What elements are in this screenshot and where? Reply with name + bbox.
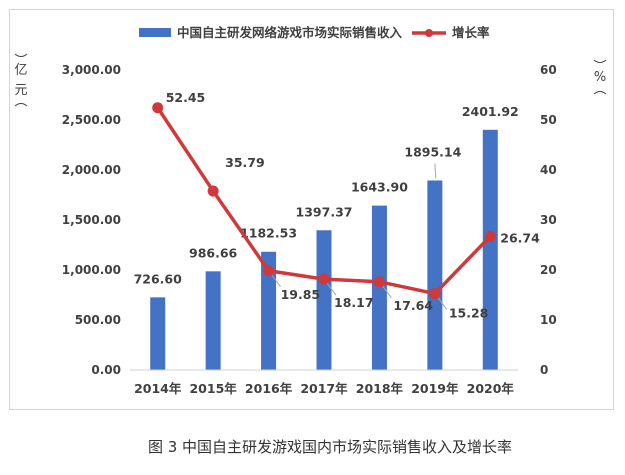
bar-data-label: 1397.37 <box>296 204 353 219</box>
leader-line-bar-2019 <box>434 163 437 179</box>
right-tick-label: 10 <box>540 313 557 327</box>
leader-line-rate <box>271 274 281 288</box>
figure-caption: 图 3 中国自主研发游戏国内市场实际销售收入及增长率 <box>148 438 512 456</box>
left-tick-label: 2,000.00 <box>62 163 121 177</box>
leader-lines <box>271 163 448 310</box>
x-tick-label: 2018年 <box>356 381 404 396</box>
growth-rate-point <box>152 102 164 114</box>
left-tick-label: 500.00 <box>75 313 121 327</box>
bar-data-label: 1643.90 <box>351 180 408 195</box>
left-tick-label: 1,500.00 <box>62 213 121 227</box>
line-data-label: 19.85 <box>281 287 321 302</box>
bar <box>205 271 221 370</box>
line-data-label: 26.74 <box>500 230 540 245</box>
x-axis-ticks: 2014年 2015年 2016年 2017年 2018年 2019年 2020年 <box>134 381 514 396</box>
growth-rate-point <box>373 276 385 288</box>
x-tick-label: 2014年 <box>134 381 182 396</box>
bar-data-label: 986.66 <box>189 245 238 260</box>
line-data-label: 17.64 <box>393 298 433 313</box>
bar-data-label: 726.60 <box>134 271 183 286</box>
growth-rate-point <box>429 288 441 300</box>
right-unit-paren-close <box>593 91 607 95</box>
x-tick-label: 2016年 <box>245 381 293 396</box>
legend: 中国自主研发网络游戏市场实际销售收入 增长率 <box>139 25 490 40</box>
growth-rate-point <box>484 230 496 242</box>
left-unit-char-0: 亿 <box>14 63 27 78</box>
right-unit-paren-open <box>593 59 607 63</box>
growth-rate-point <box>207 185 219 197</box>
bar <box>316 230 332 370</box>
left-unit-paren-open <box>14 53 28 57</box>
leader-line-rate <box>382 285 392 299</box>
growth-rate-point <box>263 265 275 277</box>
x-tick-label: 2015年 <box>189 381 237 396</box>
bar-data-label: 2401.92 <box>462 104 519 119</box>
line-data-label: 52.45 <box>166 90 206 105</box>
right-tick-label: 40 <box>540 163 557 177</box>
bar-data-label: 1895.14 <box>404 144 461 159</box>
left-tick-label: 1,000.00 <box>62 263 121 277</box>
line-data-label: 18.17 <box>334 295 374 310</box>
right-unit-char-0: % <box>594 70 606 85</box>
right-tick-label: 50 <box>540 113 557 127</box>
bar <box>371 205 387 370</box>
x-tick-label: 2019年 <box>411 381 459 396</box>
line-series <box>152 102 496 300</box>
bar-series <box>150 129 498 370</box>
left-unit-char-1: 元 <box>14 83 27 98</box>
leader-line-rate <box>437 297 448 310</box>
chart-frame <box>9 9 614 410</box>
leader-line-rate <box>326 282 337 296</box>
left-unit-paren-close <box>14 103 28 107</box>
right-axis-unit: % <box>593 59 607 95</box>
line-data-labels: 52.45 35.79 19.85 18.17 17.64 15.28 26.74 <box>166 90 540 321</box>
bar <box>150 297 166 370</box>
right-axis-ticks: 0 10 20 30 40 50 60 <box>540 63 557 377</box>
bar-data-label: 1182.53 <box>240 226 297 241</box>
bar <box>261 251 277 370</box>
x-tick-label: 2017年 <box>300 381 348 396</box>
legend-marker-line <box>425 29 433 37</box>
left-axis-unit: 亿元 <box>14 53 28 107</box>
right-tick-label: 30 <box>540 213 557 227</box>
left-tick-label: 2,500.00 <box>62 113 121 127</box>
right-tick-label: 20 <box>540 263 557 277</box>
line-data-label: 35.79 <box>225 155 265 170</box>
left-tick-label: 0.00 <box>91 363 121 377</box>
x-tick-label: 2020年 <box>467 381 515 396</box>
right-tick-label: 60 <box>540 63 557 77</box>
left-axis-ticks: 0.00 500.00 1,000.00 1,500.00 2,000.00 2,500.… <box>62 63 121 377</box>
line-data-label: 15.28 <box>449 306 489 321</box>
legend-swatch-bar <box>139 28 171 37</box>
bar <box>427 180 443 370</box>
left-tick-label: 3,000.00 <box>62 63 121 77</box>
legend-label-line: 增长率 <box>452 25 490 40</box>
growth-rate-point <box>318 273 330 285</box>
legend-label-bar: 中国自主研发网络游戏市场实际销售收入 <box>177 25 403 40</box>
bar <box>482 129 498 370</box>
right-tick-label: 0 <box>540 363 548 377</box>
